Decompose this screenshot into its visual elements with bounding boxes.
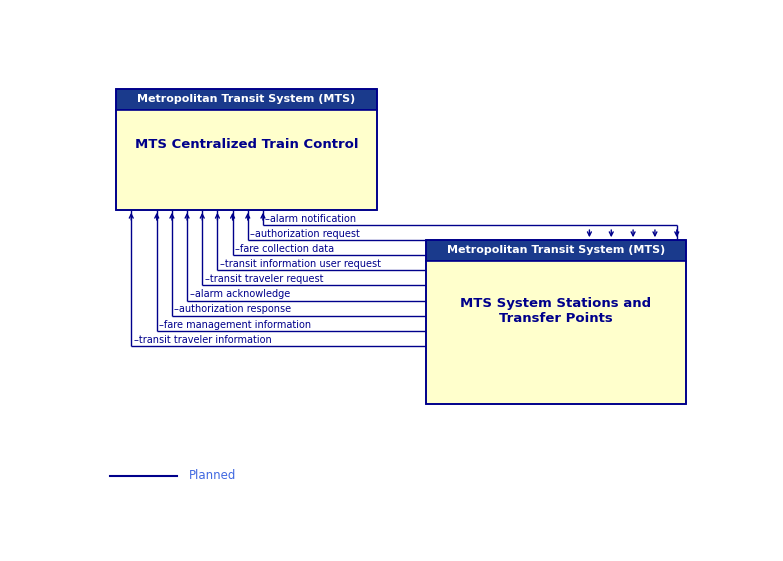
Bar — [116, 89, 377, 109]
Text: Metropolitan Transit System (MTS): Metropolitan Transit System (MTS) — [447, 246, 665, 255]
Text: –transit information user request: –transit information user request — [220, 259, 381, 269]
Text: –fare management information: –fare management information — [159, 320, 312, 329]
Text: –fare collection data: –fare collection data — [235, 244, 334, 254]
Text: MTS System Stations and
Transfer Points: MTS System Stations and Transfer Points — [460, 297, 651, 325]
Text: –authorization response: –authorization response — [175, 305, 291, 314]
Text: –alarm notification: –alarm notification — [265, 214, 356, 224]
Text: –alarm acknowledge: –alarm acknowledge — [189, 289, 290, 299]
Bar — [426, 240, 687, 261]
Text: MTS Centralized Train Control: MTS Centralized Train Control — [135, 138, 359, 151]
Bar — [116, 89, 377, 210]
Text: Metropolitan Transit System (MTS): Metropolitan Transit System (MTS) — [138, 94, 355, 104]
Text: –authorization request: –authorization request — [251, 229, 360, 239]
Text: –transit traveler request: –transit traveler request — [204, 274, 323, 284]
Text: –transit traveler information: –transit traveler information — [134, 335, 272, 344]
Bar — [426, 261, 687, 404]
Bar — [116, 109, 377, 210]
Text: Planned: Planned — [189, 469, 236, 482]
Bar — [426, 240, 687, 404]
